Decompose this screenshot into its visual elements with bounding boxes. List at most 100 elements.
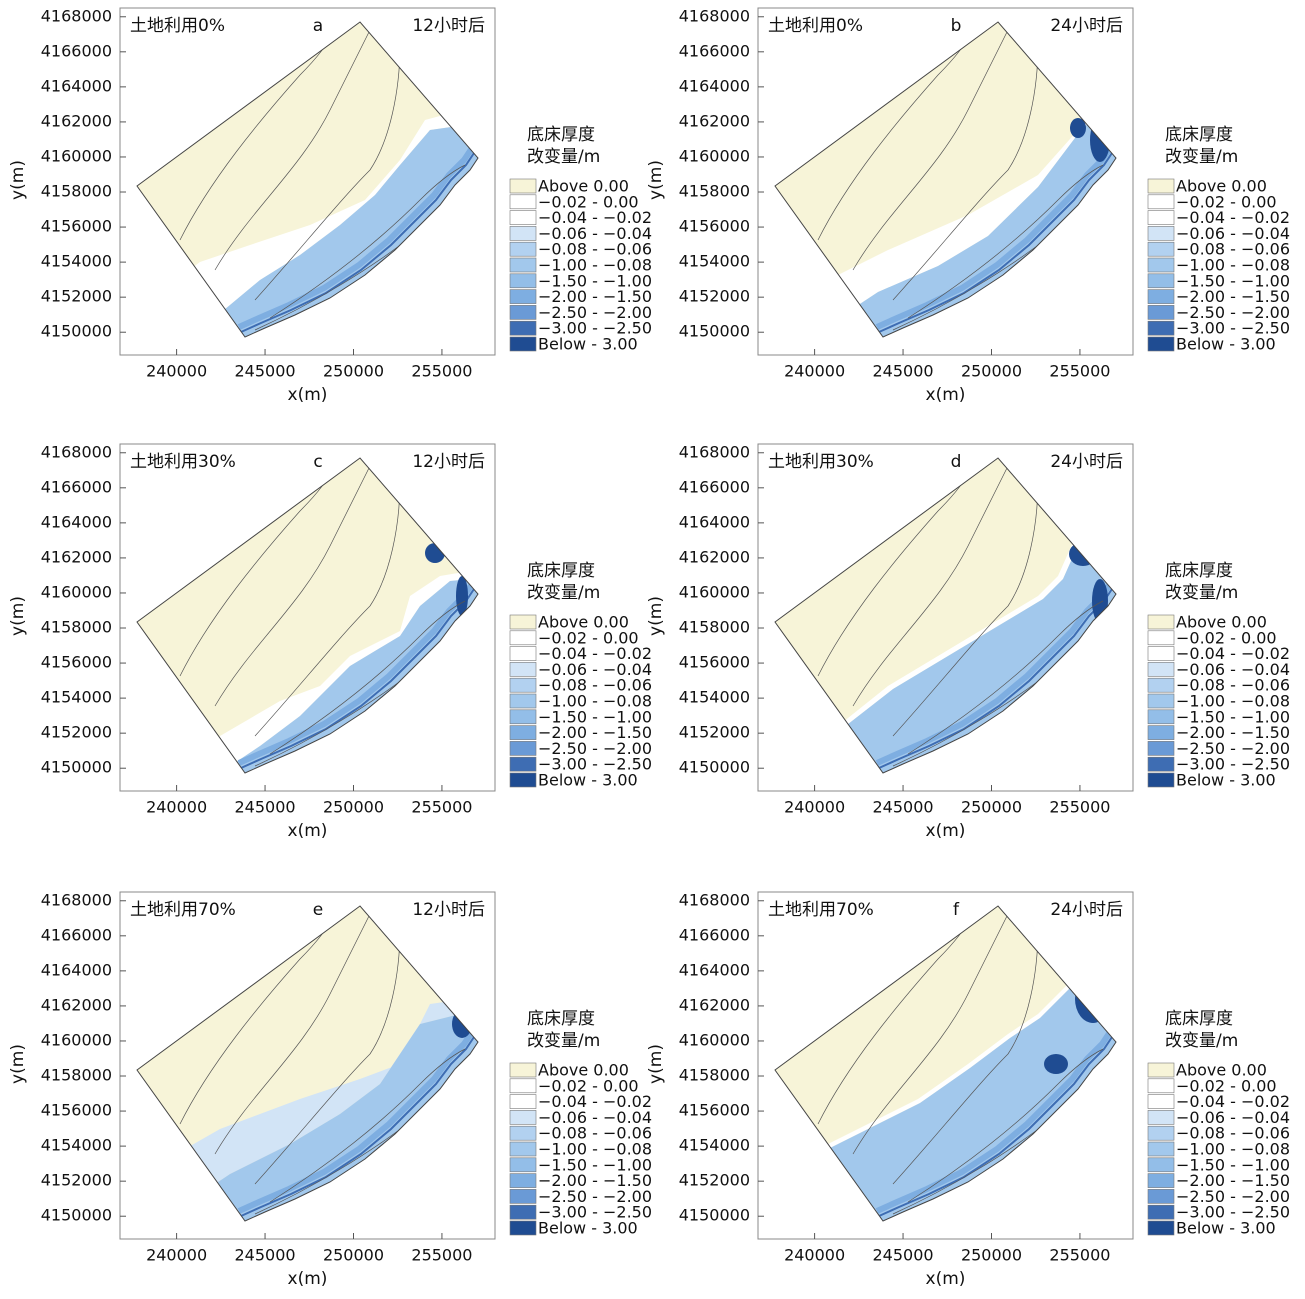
y-tick-label: 4156000: [679, 653, 750, 672]
legend-title: 底床厚度: [527, 1009, 595, 1029]
x-axis-label: x(m): [926, 385, 966, 405]
y-tick-label: 4168000: [679, 890, 750, 909]
y-tick-label: 4168000: [41, 6, 112, 25]
y-tick-label: 4150000: [41, 1206, 112, 1225]
legend-label: Below - 3.00: [538, 1219, 638, 1238]
legend-swatch: [1148, 321, 1174, 335]
y-tick-label: 4162000: [41, 111, 112, 130]
x-tick-label: 250000: [961, 798, 1022, 817]
legend-swatch: [510, 195, 536, 209]
y-tick-label: 4166000: [679, 41, 750, 60]
legend-swatch: [510, 631, 536, 645]
y-tick-label: 4168000: [679, 6, 750, 25]
y-tick-label: 4160000: [679, 582, 750, 601]
legend-swatch: [510, 290, 536, 304]
x-tick-label: 255000: [1049, 1246, 1110, 1265]
legend-swatch: [510, 694, 536, 708]
x-axis-label: x(m): [288, 1269, 328, 1289]
time-label: 12小时后: [412, 452, 485, 472]
scenario-label: 土地利用70%: [768, 900, 874, 920]
legend-swatch: [510, 662, 536, 676]
legend-swatch: [1148, 694, 1174, 708]
legend-swatch: [1148, 1205, 1174, 1219]
legend-label: Below - 3.00: [538, 771, 638, 790]
y-tick-label: 4158000: [41, 618, 112, 637]
legend-swatch: [1148, 258, 1174, 272]
panel-letter: c: [313, 452, 322, 472]
scenario-label: 土地利用70%: [130, 900, 236, 920]
y-tick-label: 4162000: [41, 547, 112, 566]
legend-swatch: [510, 1110, 536, 1124]
x-tick-label: 255000: [1049, 798, 1110, 817]
y-tick-label: 4168000: [679, 442, 750, 461]
y-tick-label: 4158000: [41, 182, 112, 201]
y-tick-label: 4154000: [41, 688, 112, 707]
legend-swatch: [510, 179, 536, 193]
y-tick-label: 4164000: [41, 960, 112, 979]
x-tick-label: 255000: [411, 362, 472, 381]
y-tick-label: 4164000: [679, 76, 750, 95]
y-tick-label: 4166000: [41, 41, 112, 60]
time-label: 12小时后: [412, 16, 485, 36]
legend-title: 改变量/m: [1165, 1031, 1238, 1051]
legend-title: 底床厚度: [1165, 125, 1233, 145]
panel-letter: d: [951, 452, 962, 472]
legend-swatch: [1148, 1158, 1174, 1172]
x-axis-label: x(m): [288, 385, 328, 405]
legend-label: Below - 3.00: [538, 335, 638, 354]
legend-swatch: [510, 773, 536, 787]
panel: 4150000415200041540004156000415800041600…: [646, 890, 1290, 1289]
x-axis-label: x(m): [288, 821, 328, 841]
y-tick-label: 4168000: [41, 890, 112, 909]
y-tick-label: 4164000: [679, 512, 750, 531]
x-tick-label: 240000: [146, 362, 207, 381]
y-tick-label: 4162000: [41, 995, 112, 1014]
legend-swatch: [1148, 710, 1174, 724]
legend-swatch: [1148, 662, 1174, 676]
x-tick-label: 240000: [146, 798, 207, 817]
y-tick-label: 4158000: [679, 1066, 750, 1085]
y-tick-label: 4152000: [41, 1171, 112, 1190]
legend-label: Below - 3.00: [1176, 771, 1276, 790]
legend-swatch: [510, 1205, 536, 1219]
y-tick-label: 4154000: [679, 1136, 750, 1155]
time-label: 24小时后: [1050, 452, 1123, 472]
y-tick-label: 4158000: [679, 182, 750, 201]
scenario-label: 土地利用0%: [130, 16, 225, 36]
y-tick-label: 4156000: [679, 217, 750, 236]
y-tick-label: 4162000: [679, 995, 750, 1014]
legend-swatch: [1148, 678, 1174, 692]
y-tick-label: 4160000: [679, 146, 750, 165]
legend-swatch: [1148, 274, 1174, 288]
y-tick-label: 4156000: [41, 1101, 112, 1120]
y-tick-label: 4152000: [679, 723, 750, 742]
y-tick-label: 4152000: [41, 287, 112, 306]
legend-swatch: [510, 647, 536, 661]
x-tick-label: 245000: [873, 362, 934, 381]
y-tick-label: 4160000: [41, 146, 112, 165]
legend-swatch: [510, 1142, 536, 1156]
legend-title: 改变量/m: [527, 147, 600, 167]
legend-swatch: [510, 1079, 536, 1093]
legend-swatch: [1148, 1110, 1174, 1124]
y-axis-label: y(m): [646, 160, 666, 200]
x-tick-label: 245000: [235, 1246, 296, 1265]
zone-dark: [1044, 1054, 1068, 1074]
y-tick-label: 4152000: [679, 1171, 750, 1190]
y-axis-label: y(m): [646, 1044, 666, 1084]
legend-swatch: [1148, 226, 1174, 240]
x-tick-label: 245000: [235, 798, 296, 817]
panel: 4150000415200041540004156000415800041600…: [8, 890, 652, 1289]
legend-swatch: [1148, 741, 1174, 755]
y-tick-label: 4150000: [679, 758, 750, 777]
legend-swatch: [1148, 631, 1174, 645]
y-tick-label: 4160000: [41, 1030, 112, 1049]
legend-swatch: [1148, 1063, 1174, 1077]
x-tick-label: 240000: [784, 362, 845, 381]
legend-title: 底床厚度: [527, 561, 595, 581]
legend-swatch: [510, 321, 536, 335]
panel: 4150000415200041540004156000415800041600…: [8, 442, 652, 841]
legend-title: 改变量/m: [527, 1031, 600, 1051]
legend-swatch: [1148, 290, 1174, 304]
legend-swatch: [1148, 305, 1174, 319]
